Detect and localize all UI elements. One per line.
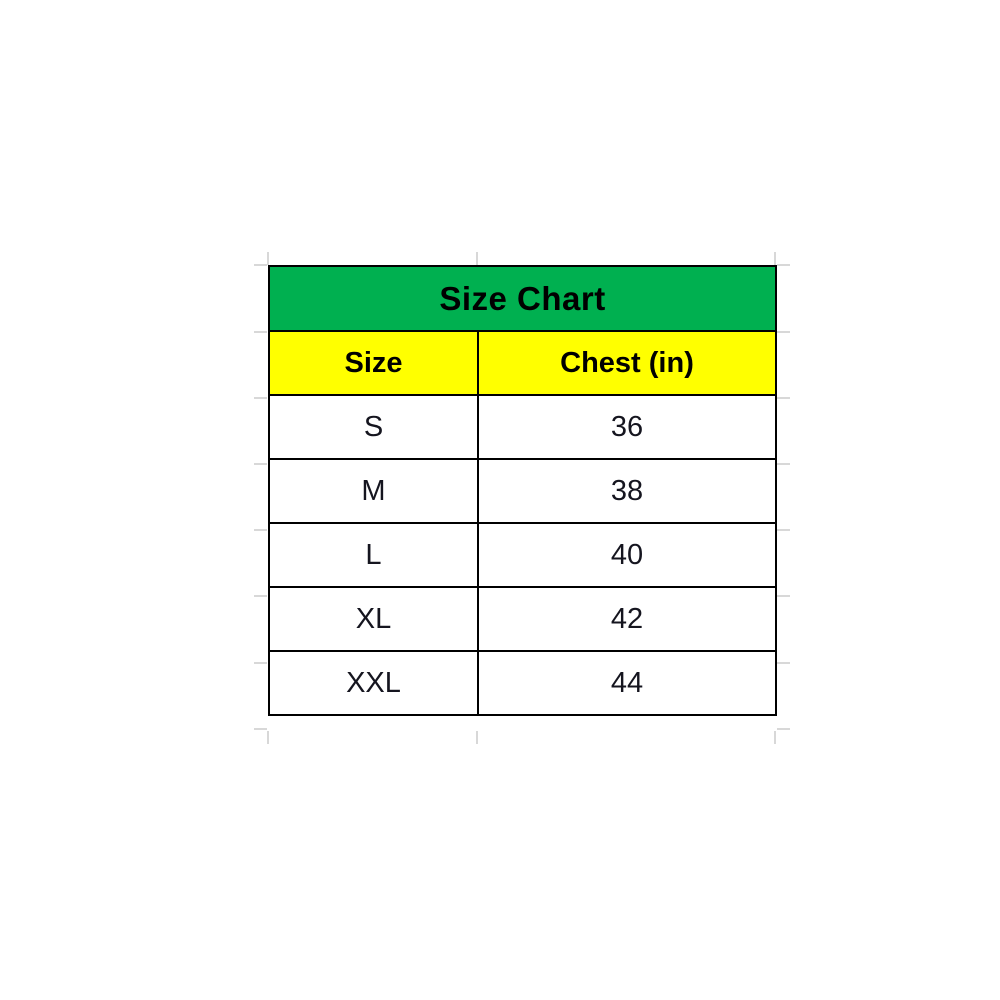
gridline-tick bbox=[476, 731, 478, 744]
gridline-tick bbox=[777, 397, 790, 399]
size-cell: L bbox=[268, 522, 479, 588]
table-row: M 38 bbox=[268, 458, 777, 524]
table-title: Size Chart bbox=[268, 265, 777, 332]
size-cell: XL bbox=[268, 586, 479, 652]
table-row: S 36 bbox=[268, 394, 777, 460]
header-row: Size Chest (in) bbox=[268, 330, 777, 396]
size-cell: M bbox=[268, 458, 479, 524]
table-body: S 36 M 38 L 40 XL 42 XXL 44 bbox=[268, 394, 777, 716]
size-chart-table: Size Chart Size Chest (in) S 36 M 38 L 40 XL 42… bbox=[268, 265, 777, 716]
chest-cell: 42 bbox=[477, 586, 777, 652]
column-header-size: Size bbox=[268, 330, 479, 396]
gridline-tick bbox=[476, 252, 478, 265]
gridline-tick bbox=[777, 264, 790, 266]
gridline-tick bbox=[254, 529, 267, 531]
gridline-tick bbox=[774, 252, 776, 265]
gridline-tick bbox=[777, 662, 790, 664]
gridline-tick bbox=[777, 529, 790, 531]
gridline-tick bbox=[777, 463, 790, 465]
gridline-tick bbox=[267, 252, 269, 265]
column-header-chest: Chest (in) bbox=[477, 330, 777, 396]
table-row: L 40 bbox=[268, 522, 777, 588]
gridline-tick bbox=[254, 662, 267, 664]
size-cell: S bbox=[268, 394, 479, 460]
chest-cell: 38 bbox=[477, 458, 777, 524]
gridline-tick bbox=[777, 595, 790, 597]
gridline-tick bbox=[777, 728, 790, 730]
chest-cell: 36 bbox=[477, 394, 777, 460]
gridline-tick bbox=[254, 595, 267, 597]
chest-cell: 44 bbox=[477, 650, 777, 716]
size-cell: XXL bbox=[268, 650, 479, 716]
chest-cell: 40 bbox=[477, 522, 777, 588]
gridline-tick bbox=[254, 463, 267, 465]
gridline-tick bbox=[267, 731, 269, 744]
gridline-tick bbox=[254, 264, 267, 266]
gridline-tick bbox=[774, 731, 776, 744]
gridline-tick bbox=[254, 397, 267, 399]
gridline-tick bbox=[777, 331, 790, 333]
table-row: XXL 44 bbox=[268, 650, 777, 716]
gridline-tick bbox=[254, 728, 267, 730]
gridline-tick bbox=[254, 331, 267, 333]
table-row: XL 42 bbox=[268, 586, 777, 652]
title-row: Size Chart bbox=[268, 265, 777, 332]
